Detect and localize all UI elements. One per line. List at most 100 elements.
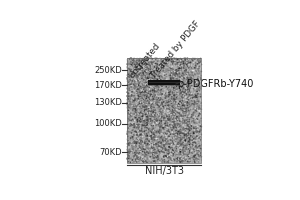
- Point: [136, 145, 140, 148]
- Point: [186, 131, 191, 134]
- Point: [190, 106, 195, 109]
- Point: [134, 110, 139, 113]
- Point: [177, 161, 182, 164]
- Point: [186, 152, 190, 155]
- Point: [133, 73, 137, 76]
- Point: [190, 93, 195, 96]
- Point: [187, 152, 192, 155]
- Point: [173, 127, 178, 131]
- Point: [187, 89, 191, 92]
- Point: [197, 135, 202, 138]
- Point: [149, 66, 154, 70]
- Point: [148, 145, 152, 148]
- Point: [142, 144, 147, 147]
- Point: [130, 95, 135, 98]
- Point: [132, 126, 136, 129]
- Point: [184, 147, 189, 150]
- Point: [173, 141, 178, 145]
- Point: [194, 88, 199, 92]
- Point: [185, 154, 190, 157]
- Point: [186, 58, 191, 61]
- Point: [184, 88, 188, 92]
- Point: [169, 127, 174, 130]
- Point: [195, 96, 200, 99]
- Point: [151, 129, 155, 132]
- Point: [174, 152, 179, 155]
- Point: [148, 113, 153, 116]
- Point: [178, 151, 183, 154]
- Point: [126, 88, 130, 91]
- Point: [198, 57, 203, 60]
- Point: [168, 57, 173, 60]
- Point: [177, 103, 182, 106]
- Point: [187, 92, 192, 96]
- Point: [126, 77, 130, 80]
- Point: [191, 82, 196, 86]
- Point: [172, 86, 177, 89]
- Point: [159, 125, 164, 128]
- Point: [152, 118, 157, 121]
- Point: [192, 105, 197, 109]
- Point: [191, 154, 196, 158]
- Point: [146, 139, 151, 143]
- Point: [149, 114, 154, 118]
- Point: [136, 110, 140, 113]
- Point: [136, 101, 141, 105]
- Point: [137, 124, 142, 128]
- Point: [146, 101, 151, 105]
- Point: [127, 79, 132, 82]
- Point: [136, 109, 141, 112]
- Point: [174, 152, 179, 155]
- Point: [132, 152, 137, 155]
- Point: [165, 63, 170, 66]
- Point: [141, 130, 146, 133]
- Point: [138, 146, 142, 149]
- Point: [148, 92, 153, 95]
- Point: [170, 85, 175, 88]
- Point: [199, 104, 204, 107]
- Point: [180, 67, 185, 70]
- Point: [172, 78, 177, 81]
- Point: [174, 129, 179, 132]
- Point: [141, 117, 146, 120]
- Point: [169, 84, 174, 87]
- Point: [143, 90, 148, 93]
- Point: [176, 96, 181, 99]
- Point: [194, 85, 199, 88]
- Point: [180, 132, 185, 135]
- Point: [188, 158, 193, 161]
- Point: [175, 109, 180, 112]
- Point: [169, 141, 174, 144]
- Point: [143, 62, 148, 65]
- Point: [134, 140, 139, 143]
- Point: [138, 140, 143, 143]
- Point: [152, 80, 157, 84]
- Point: [168, 72, 172, 76]
- Point: [184, 109, 189, 112]
- Point: [128, 110, 133, 113]
- Point: [172, 103, 177, 106]
- Point: [194, 83, 199, 86]
- Point: [178, 68, 183, 71]
- Point: [139, 147, 143, 150]
- Point: [171, 74, 176, 77]
- Point: [158, 59, 163, 62]
- Point: [175, 125, 179, 128]
- Point: [164, 87, 169, 90]
- Point: [190, 144, 194, 147]
- Point: [172, 102, 177, 105]
- Point: [143, 133, 148, 136]
- Point: [146, 98, 151, 102]
- Point: [139, 58, 144, 61]
- Point: [169, 77, 174, 81]
- Point: [185, 159, 190, 163]
- Point: [137, 146, 142, 149]
- Point: [137, 63, 142, 66]
- Point: [151, 125, 156, 128]
- Point: [129, 153, 134, 156]
- Point: [160, 150, 165, 154]
- Point: [183, 62, 188, 65]
- Point: [190, 156, 195, 159]
- Point: [179, 108, 184, 111]
- Point: [150, 73, 155, 76]
